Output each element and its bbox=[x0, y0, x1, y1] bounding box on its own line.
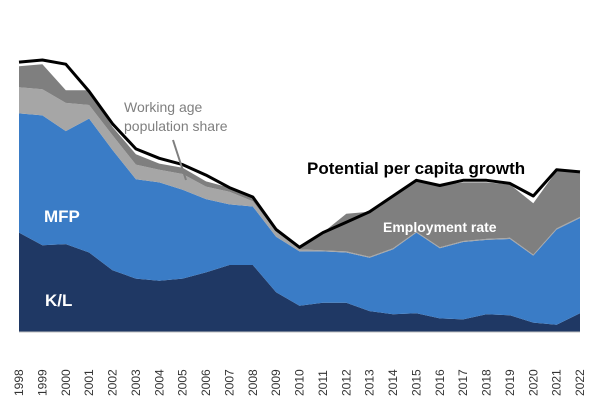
line-series-group bbox=[18, 58, 581, 249]
x-tick-label: 2008 bbox=[246, 369, 260, 396]
label-employment-rate: Employment rate bbox=[383, 219, 497, 235]
x-tick-label: 2001 bbox=[82, 369, 96, 396]
area-series-group bbox=[19, 64, 580, 332]
line-series-potential-per-capita-growth bbox=[18, 58, 581, 249]
x-tick-label: 2012 bbox=[339, 369, 353, 396]
x-tick-label: 2021 bbox=[550, 369, 564, 396]
x-tick-label: 2002 bbox=[106, 369, 120, 396]
x-tick-label: 2022 bbox=[573, 369, 587, 396]
area-series-k-l bbox=[19, 232, 580, 332]
x-tick-labels: 1998 1999 2000 2001 2002 2003 2004 2005 2006 2007… bbox=[12, 369, 587, 396]
label-kl: K/L bbox=[45, 291, 72, 310]
x-tick-label: 2015 bbox=[409, 369, 423, 396]
area-series-mfp bbox=[19, 113, 580, 325]
area-series-working-age-population-share bbox=[19, 87, 580, 258]
x-tick-label: 2019 bbox=[503, 369, 517, 396]
x-tick-label: 2000 bbox=[59, 369, 73, 396]
x-tick-label: 2010 bbox=[293, 369, 307, 396]
x-tick-label: 2004 bbox=[152, 369, 166, 396]
x-tick-label: 1998 bbox=[12, 369, 26, 396]
label-mfp: MFP bbox=[44, 207, 80, 226]
x-tick-label: 2003 bbox=[129, 369, 143, 396]
area-series-employment-rate bbox=[19, 64, 580, 257]
label-working-age-2: population share bbox=[124, 118, 228, 134]
x-tick-label: 2007 bbox=[222, 369, 236, 396]
x-tick-label: 2018 bbox=[480, 369, 494, 396]
label-potential-growth: Potential per capita growth bbox=[307, 159, 525, 178]
working-age-leader-line bbox=[172, 139, 187, 181]
x-tick-label: 2016 bbox=[433, 369, 447, 396]
x-tick-label: 2011 bbox=[316, 370, 330, 396]
label-working-age-1: Working age bbox=[124, 99, 203, 115]
x-tick-label: 2014 bbox=[386, 369, 400, 396]
x-tick-label: 1999 bbox=[35, 369, 49, 396]
x-tick-label: 2009 bbox=[269, 369, 283, 396]
x-tick-label: 2006 bbox=[199, 369, 213, 396]
x-tick-label: 2005 bbox=[176, 369, 190, 396]
x-tick-label: 2013 bbox=[363, 369, 377, 396]
x-tick-label: 2020 bbox=[526, 369, 540, 396]
x-tick-label: 2017 bbox=[456, 369, 470, 396]
